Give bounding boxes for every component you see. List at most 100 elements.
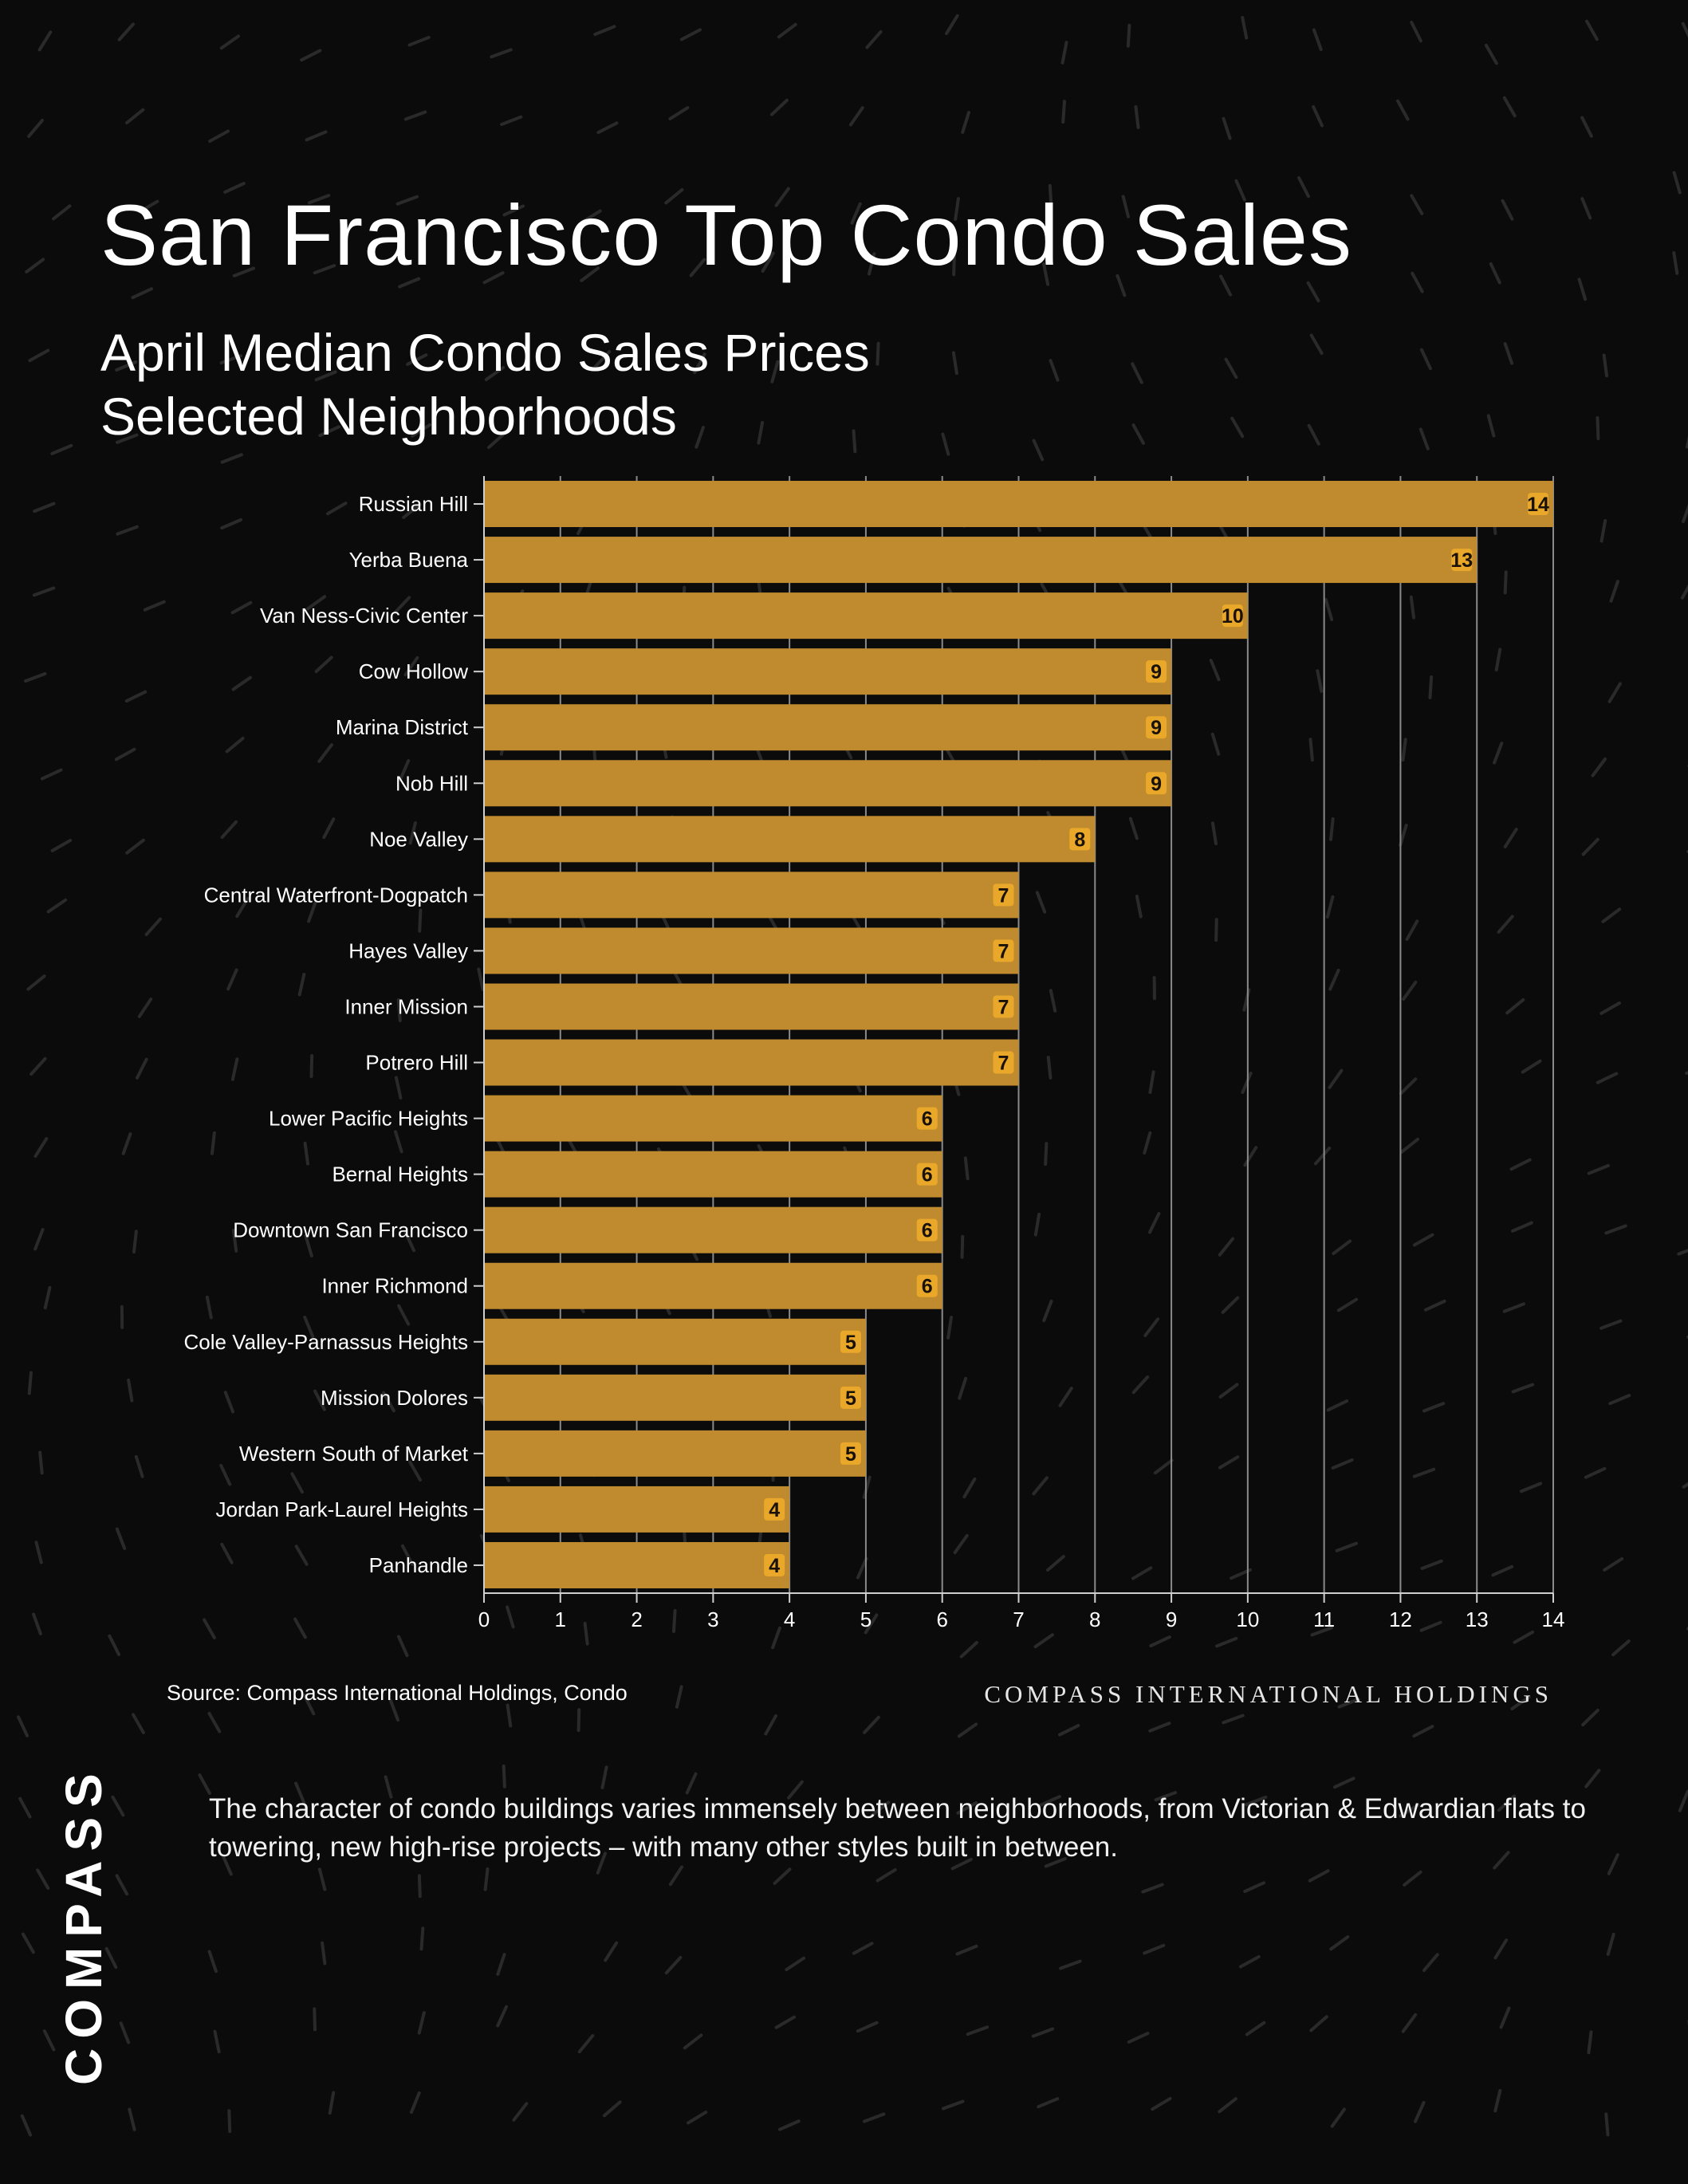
y-tick-label: Central Waterfront-Dogpatch [204,883,468,907]
data-label: 5 [845,1332,856,1354]
data-label-badge [1451,549,1473,572]
y-tick-label: Mission Dolores [321,1386,468,1410]
y-tick-label: Western South of Market [239,1442,469,1466]
y-tick-label: Bernal Heights [332,1163,468,1186]
x-tick-label: 11 [1313,1608,1335,1631]
page-title: San Francisco Top Condo Sales [100,187,1352,283]
bar [484,1486,790,1533]
data-label: 13 [1450,549,1473,572]
bar [484,1430,866,1477]
y-tick-label: Van Ness-Civic Center [260,604,468,628]
bar [484,927,1019,974]
data-label: 6 [922,1220,933,1242]
data-label: 7 [998,996,1009,1018]
compass-logo: COMPASS [55,1764,112,2085]
data-label: 7 [998,884,1009,907]
data-label-badge [764,1497,785,1521]
bar [484,816,1096,863]
x-tick-label: 12 [1389,1608,1412,1631]
bar [484,648,1172,695]
x-tick-label: 9 [1166,1608,1177,1631]
x-tick-label: 0 [478,1608,490,1631]
y-tick-label: Panhandle [369,1553,468,1577]
data-label-badge [916,1274,938,1297]
y-tick-label: Hayes Valley [348,939,468,962]
y-tick-label: Inner Mission [344,994,468,1018]
y-tick-label: Noe Valley [369,827,468,851]
data-label-badge [840,1442,861,1465]
data-label: 6 [922,1164,933,1186]
bar [484,592,1248,639]
data-label-badge [993,883,1014,907]
data-label: 7 [998,940,1009,962]
x-tick-label: 8 [1089,1608,1100,1631]
data-label-badge [1146,716,1167,739]
y-tick-label: Cole Valley-Parnassus Heights [184,1330,468,1354]
data-label-badge [1528,493,1548,516]
data-label-badge [1146,660,1167,683]
x-tick-label: 3 [707,1608,718,1631]
bar [484,1039,1019,1086]
chart-subtitle-line-1: April Median Condo Sales Prices [100,323,870,382]
bar [484,1095,942,1142]
source-note: Source: Compass International Holdings, … [167,1681,628,1705]
x-tick-label: 1 [555,1608,566,1631]
data-label-badge [916,1163,938,1186]
data-label-badge [1222,604,1243,628]
y-tick-label: Cow Hollow [359,659,468,683]
x-tick-label: 13 [1466,1608,1489,1631]
bar [484,704,1172,751]
bar [484,1151,942,1198]
bar [484,760,1172,807]
bar [484,1206,942,1253]
bar [484,1541,790,1588]
data-label: 4 [769,1555,780,1577]
data-label-badge [840,1386,861,1409]
bar [484,1374,866,1421]
data-label: 14 [1527,494,1549,516]
data-label-badge [1069,828,1091,851]
data-label-badge [993,939,1014,962]
x-tick-label: 2 [631,1608,642,1631]
data-label-badge [1146,772,1167,795]
bar [484,1318,866,1365]
data-label: 8 [1074,828,1085,851]
x-tick-label: 7 [1013,1608,1024,1631]
y-tick-label: Russian Hill [359,492,468,516]
data-label-badge [764,1553,785,1576]
y-tick-label: Potrero Hill [365,1051,468,1075]
data-label: 5 [845,1387,856,1410]
y-tick-label: Downtown San Francisco [233,1218,468,1242]
x-tick-label: 5 [860,1608,872,1631]
y-tick-label: Yerba Buena [349,548,469,572]
bar [484,983,1019,1030]
data-label: 9 [1151,717,1162,739]
bar [484,537,1477,584]
bar [484,1262,942,1309]
brand-tagline: COMPASS INTERNATIONAL HOLDINGS [984,1680,1552,1708]
bar [484,481,1553,528]
data-label: 7 [998,1053,1009,1075]
y-tick-label: Nob Hill [395,771,468,795]
data-label: 6 [922,1276,933,1298]
data-label-badge [916,1218,938,1242]
caption-text: The character of condo buildings varies … [209,1793,1586,1863]
data-label: 9 [1151,773,1162,795]
data-label: 10 [1222,605,1244,628]
y-tick-label: Jordan Park-Laurel Heights [216,1497,469,1521]
data-label: 5 [845,1443,856,1466]
x-tick-label: 10 [1236,1608,1259,1631]
bar [484,872,1019,919]
data-label: 9 [1151,661,1162,683]
data-label-badge [993,995,1014,1018]
chart-subtitle-line-2: Selected Neighborhoods [100,387,677,446]
data-label: 6 [922,1108,933,1131]
data-label-badge [840,1330,861,1353]
y-tick-label: Marina District [336,715,469,739]
y-tick-label: Lower Pacific Heights [269,1107,468,1131]
data-label: 4 [769,1499,780,1521]
data-label-badge [916,1107,938,1130]
x-tick-label: 4 [784,1608,795,1631]
x-tick-label: 14 [1542,1608,1565,1631]
